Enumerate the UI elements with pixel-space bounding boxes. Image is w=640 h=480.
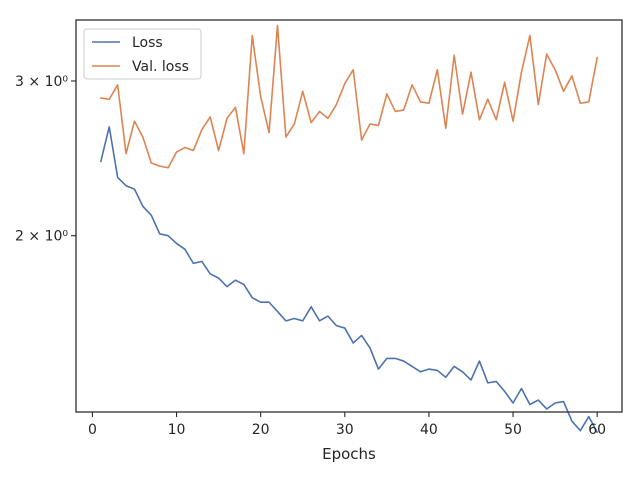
x-tick-label: 20	[252, 422, 270, 438]
legend-label-1: Val. loss	[132, 59, 189, 75]
x-tick-label: 60	[588, 422, 606, 438]
x-tick-label: 40	[420, 422, 438, 438]
plot-frame	[75, 19, 623, 413]
x-tick-label: 50	[504, 422, 522, 438]
x-tick-label: 30	[336, 422, 354, 438]
legend: Loss Val. loss	[83, 28, 202, 80]
series-layer	[100, 24, 598, 434]
x-axis: 0 10 20 30 40 50 60	[88, 412, 606, 438]
x-tick-label: 10	[168, 422, 186, 438]
legend-label-0: Loss	[132, 35, 163, 51]
x-axis-label: Epochs	[322, 445, 376, 463]
y-tick-label: 2 × 10⁰	[15, 229, 68, 245]
x-tick-label: 0	[88, 422, 97, 438]
series-line-0	[100, 126, 598, 434]
y-tick-label: 3 × 10⁰	[15, 74, 68, 90]
series-line-1	[100, 24, 598, 169]
y-axis: 2 × 10⁰ 3 × 10⁰	[15, 74, 76, 245]
